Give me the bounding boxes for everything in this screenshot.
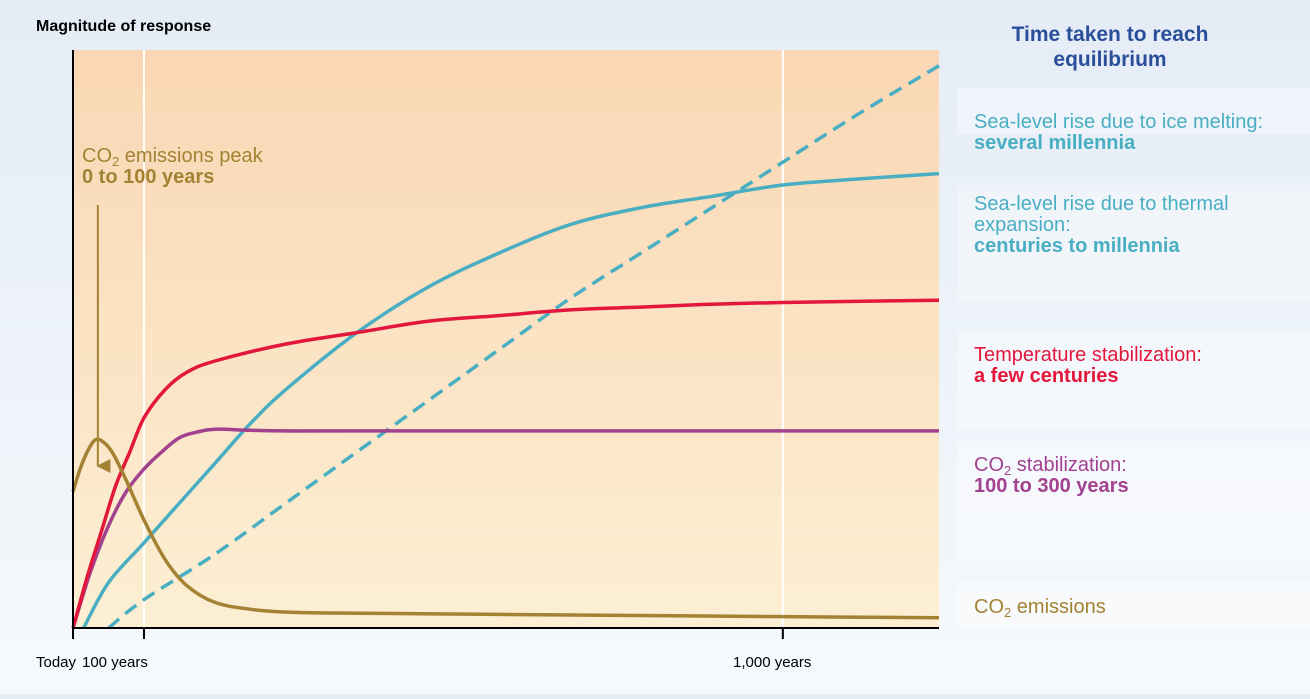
series-label-co2-stabilization: CO2 stabilization: 100 to 300 years — [974, 454, 1129, 497]
co2-peak-annotation: CO2 emissions peak 0 to 100 years — [82, 146, 263, 188]
series-layer — [71, 64, 940, 630]
co2-peak-time: 0 to 100 years — [82, 166, 215, 188]
series-label-co2-emissions: CO2 emissions — [974, 596, 1106, 620]
co2-peak-text: CO2 emissions peak — [82, 145, 263, 169]
equilibrium-title: Time taken to reach equilibrium — [1011, 23, 1209, 71]
x-tick-label: 100 years — [82, 654, 148, 671]
right-panel-stripe — [957, 185, 1310, 300]
series-line-temperature — [71, 298, 940, 629]
x-ticks — [72, 628, 784, 639]
right-panel-stripe — [957, 580, 1310, 628]
plot-area — [73, 50, 939, 628]
series-line-co2-emissions — [71, 437, 940, 620]
grid — [142, 50, 784, 628]
right-panel-stripes — [957, 88, 1310, 628]
series-line-thermal-expansion — [82, 171, 940, 629]
series-line-ice-melting — [107, 64, 940, 630]
x-tick-label: Today — [36, 654, 77, 671]
x-tick-label: 1,000 years — [733, 654, 812, 671]
right-panel-stripe — [957, 440, 1310, 560]
series-label-ice-melting: Sea-level rise due to ice melting: sever… — [974, 111, 1264, 154]
series-line-co2-stabilization — [71, 427, 939, 629]
right-panel-stripe — [957, 330, 1310, 430]
right-panel-stripe — [957, 88, 1310, 134]
series-label-thermal-expansion: Sea-level rise due to thermal expansion:… — [974, 193, 1229, 257]
y-axis-label: Magnitude of response — [36, 18, 212, 35]
series-label-temperature: Temperature stabilization: a few centuri… — [974, 344, 1202, 387]
